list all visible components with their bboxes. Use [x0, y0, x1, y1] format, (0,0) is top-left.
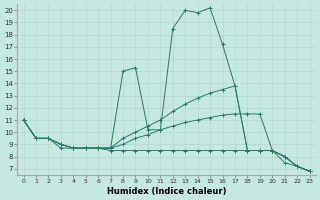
X-axis label: Humidex (Indice chaleur): Humidex (Indice chaleur) [107, 187, 226, 196]
